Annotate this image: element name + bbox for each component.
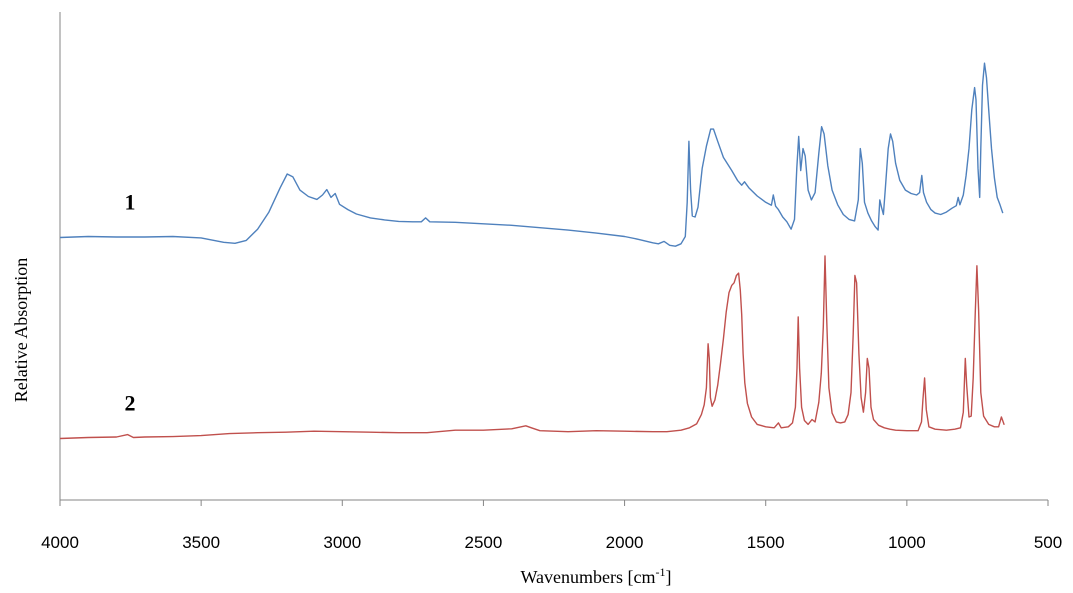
series-group bbox=[59, 62, 1005, 440]
x-tick-label: 3000 bbox=[323, 533, 361, 552]
series-1-line bbox=[59, 62, 1004, 247]
series-2-line bbox=[59, 255, 1005, 440]
x-axis-title-suffix: ] bbox=[666, 567, 672, 587]
x-axis-title-superscript: -1 bbox=[656, 565, 666, 579]
x-tick-label: 1500 bbox=[747, 533, 785, 552]
x-tick-label: 2000 bbox=[606, 533, 644, 552]
series-1-label: 1 bbox=[125, 189, 136, 214]
y-axis-title: Relative Absorption bbox=[11, 258, 31, 402]
x-tick-label: 3500 bbox=[182, 533, 220, 552]
x-axis-title: Wavenumbers [cm-1] bbox=[521, 565, 672, 587]
series-2-label: 2 bbox=[125, 391, 136, 416]
x-tick-label: 4000 bbox=[41, 533, 79, 552]
x-tick-label: 500 bbox=[1034, 533, 1062, 552]
x-tick-label: 1000 bbox=[888, 533, 926, 552]
x-tick-group: 4000 3500 3000 2500 2000 1500 1000 500 bbox=[41, 500, 1062, 552]
series-label-group: 12 bbox=[125, 189, 136, 415]
x-tick-label: 2500 bbox=[465, 533, 503, 552]
